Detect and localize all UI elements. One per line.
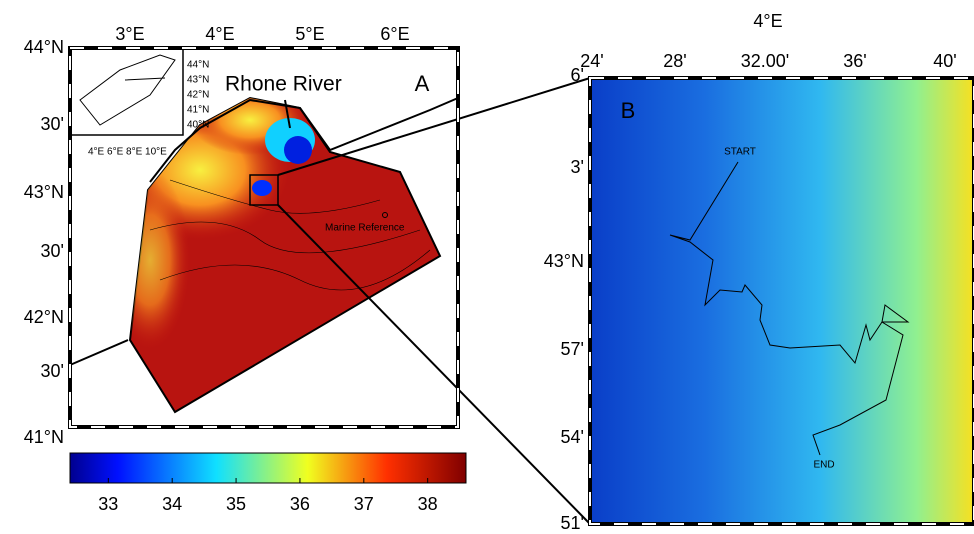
- top-axis-title: 4°E: [753, 11, 782, 31]
- left-axis-label: 44°N: [24, 37, 64, 57]
- inset-lat-label: 44°N: [187, 60, 209, 71]
- left-axis-label: 30': [41, 241, 64, 261]
- colorbar-tick-label: 33: [98, 494, 118, 514]
- left-axis-label: 57': [561, 339, 584, 359]
- left-axis-label: 54': [561, 427, 584, 447]
- left-axis-label: 6': [571, 65, 584, 85]
- station-label: Marine Reference: [325, 223, 405, 234]
- river-label: Rhone River: [225, 73, 342, 96]
- panel-label: B: [621, 98, 636, 123]
- top-axis-label: 36': [843, 51, 866, 71]
- start-label: START: [724, 147, 756, 158]
- inset-lat-label: 40°N: [187, 120, 209, 131]
- colorbar-tick-label: 37: [354, 494, 374, 514]
- inset-lon-label: 4°E 6°E 8°E 10°E: [88, 147, 167, 158]
- inset-lat-label: 41°N: [187, 105, 209, 116]
- end-label: END: [813, 460, 834, 471]
- colorbar: [69, 452, 467, 484]
- top-axis-label: 24': [580, 51, 603, 71]
- inset-lat-label: 43°N: [187, 75, 209, 86]
- panel-label: A: [415, 71, 430, 96]
- top-axis-label: 3°E: [115, 24, 144, 44]
- left-axis-label: 3': [571, 157, 584, 177]
- colorbar-tick-label: 34: [162, 494, 182, 514]
- left-axis-label: 42°N: [24, 307, 64, 327]
- left-axis-label: 30': [41, 114, 64, 134]
- left-axis-label: 41°N: [24, 427, 64, 447]
- left-axis-label: 43°N: [544, 251, 584, 271]
- top-axis-label: 5°E: [295, 24, 324, 44]
- top-axis-label: 28': [663, 51, 686, 71]
- left-axis-label: 51': [561, 513, 584, 533]
- top-axis-label: 40': [933, 51, 956, 71]
- top-axis-label: 32.00': [741, 51, 789, 71]
- left-axis-label: 30': [41, 361, 64, 381]
- top-axis-label: 4°E: [205, 24, 234, 44]
- colorbar-tick-label: 36: [290, 494, 310, 514]
- panel-b-map: [588, 76, 974, 526]
- top-axis-label: 6°E: [380, 24, 409, 44]
- colorbar-tick-label: 35: [226, 494, 246, 514]
- panel-a-map: [68, 46, 591, 525]
- left-axis-label: 43°N: [24, 182, 64, 202]
- colorbar-tick-label: 38: [418, 494, 438, 514]
- inset-lat-label: 42°N: [187, 90, 209, 101]
